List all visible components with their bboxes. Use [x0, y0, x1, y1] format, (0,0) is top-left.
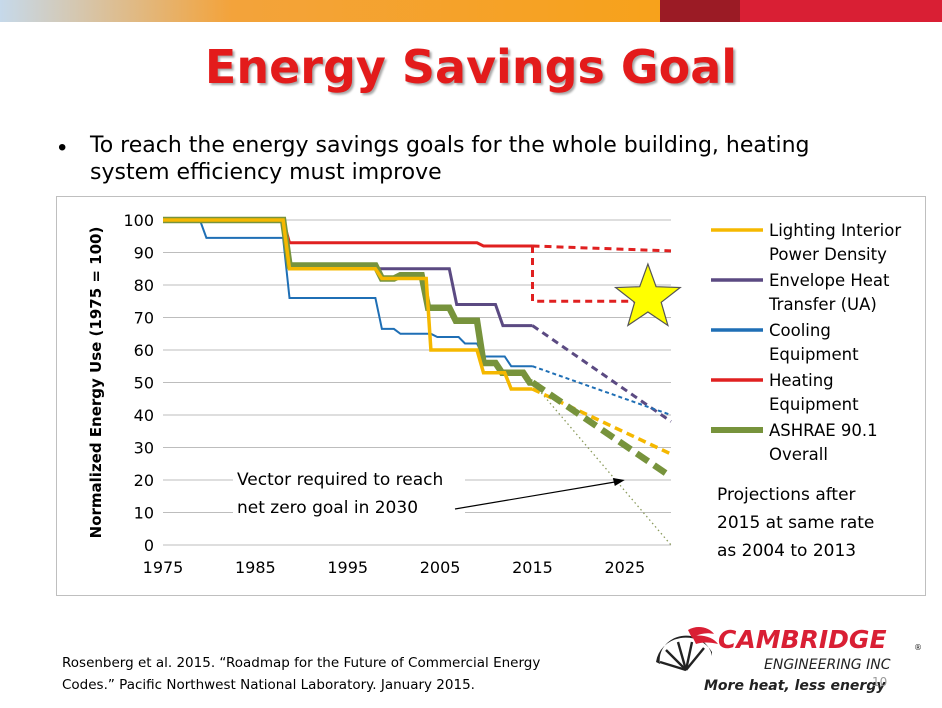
- page-number: 10: [872, 675, 888, 689]
- logo-subtitle: ENGINEERING INC: [764, 657, 891, 673]
- y-tick-label: 80: [134, 276, 154, 295]
- legend-label-lighting-interior-power-density-cont: Power Density: [769, 245, 887, 264]
- y-tick-label: 40: [134, 406, 154, 425]
- vector-annotation-line-1: Vector required to reach: [237, 470, 443, 490]
- cooling-equipment-line: [163, 219, 533, 368]
- bullet-text: To reach the energy savings goals for th…: [90, 133, 810, 185]
- legend-label-heating-equipment: Heating: [769, 371, 834, 390]
- citation: Rosenberg et al. 2015. “Roadmap for the …: [62, 652, 622, 696]
- cooling-equipment-projection: [532, 365, 672, 416]
- energy-chart-frame: 0 10 20 30 40 50 60 70 80 90 100 1975 1985 1995 2005 20…: [56, 196, 926, 596]
- y-tick-label: 20: [134, 471, 154, 490]
- y-tick-label: 60: [134, 341, 154, 360]
- legend-label-lighting-interior-power-density: Lighting Interior: [769, 221, 901, 240]
- slide-title: Energy Savings Goal: [204, 40, 738, 94]
- legend-label-envelope-heat-transfer-ua-cont: Transfer (UA): [768, 295, 877, 314]
- legend-label-cooling-equipment: Cooling: [769, 321, 831, 340]
- logo-name: CAMBRIDGE: [718, 625, 887, 654]
- vector-annotation-line-2: net zero goal in 2030: [237, 498, 418, 518]
- envelope-heat-transfer-ua-line: [163, 218, 533, 328]
- y-tick-label: 30: [134, 439, 154, 458]
- heating-equipment-projection: [532, 244, 672, 253]
- heating-equipment-goal-path: [531, 246, 653, 303]
- x-tick-label: 1975: [143, 558, 184, 577]
- x-tick-label: 2025: [604, 558, 645, 577]
- citation-line-2: Codes.” Pacific Northwest National Labor…: [62, 677, 475, 693]
- legend-label-envelope-heat-transfer-ua: Envelope Heat: [769, 271, 890, 290]
- lighting-interior-power-density-line: [163, 218, 533, 391]
- vector-annotation-arrow: [454, 480, 621, 510]
- ashrae-90-1-overall-projection: [530, 379, 673, 480]
- bullet-dot-icon: •: [58, 134, 67, 161]
- logo-tagline: More heat, less energy: [704, 678, 886, 694]
- net-zero-vector-line: [532, 382, 672, 546]
- heating-equipment-line: [163, 218, 533, 248]
- projections-note-line-3: as 2004 to 2013: [717, 541, 856, 561]
- vector-annotation-arrowhead: [612, 478, 625, 486]
- cambridge-logo: CAMBRIDGE ® ENGINEERING INC More heat, l…: [656, 625, 922, 694]
- goal-star-marker: [613, 262, 682, 327]
- logo-registered: ®: [914, 643, 922, 652]
- citation-line-1: Rosenberg et al. 2015. “Roadmap for the …: [62, 655, 541, 671]
- legend-label-heating-equipment-cont: Equipment: [769, 395, 859, 414]
- y-tick-label: 100: [123, 211, 154, 230]
- legend-label-ashrae-90-1-overall: ASHRAE 90.1: [769, 421, 878, 440]
- legend-label-cooling-equipment-cont: Equipment: [769, 345, 859, 364]
- y-axis-label: Normalized Energy Use (1975 = 100): [87, 227, 105, 539]
- projections-note-line-1: Projections after: [717, 485, 856, 505]
- envelope-heat-transfer-ua-projection: [531, 324, 672, 423]
- projections-note-line-2: 2015 at same rate: [717, 513, 874, 533]
- legend-label-ashrae-90-1-overall-cont: Overall: [769, 445, 828, 464]
- x-tick-label: 2015: [512, 558, 553, 577]
- x-tick-label: 1995: [327, 558, 368, 577]
- y-tick-label: 0: [144, 536, 154, 555]
- energy-savings-chart: 0 10 20 30 40 50 60 70 80 90 100 1975 1985 1995 2005 20…: [87, 211, 901, 577]
- x-tick-label: 2005: [420, 558, 461, 577]
- vector-annotation-box: [233, 463, 465, 523]
- y-tick-label: 90: [134, 244, 154, 263]
- y-tick-label: 50: [134, 374, 154, 393]
- top-accent-bar: [0, 0, 942, 22]
- fan-emblem-icon: [656, 627, 718, 672]
- y-tick-label: 10: [134, 504, 154, 523]
- x-tick-label: 1985: [235, 558, 276, 577]
- y-tick-label: 70: [134, 309, 154, 328]
